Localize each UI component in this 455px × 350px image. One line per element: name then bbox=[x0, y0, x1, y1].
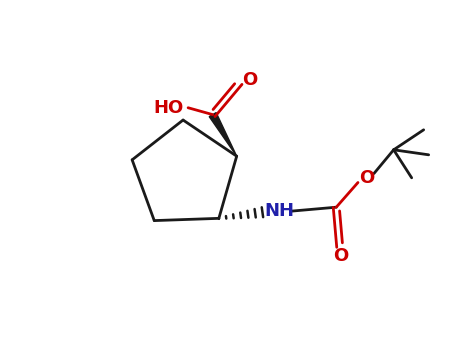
Text: O: O bbox=[242, 71, 258, 90]
Polygon shape bbox=[209, 113, 237, 156]
Text: NH: NH bbox=[264, 202, 294, 220]
Text: O: O bbox=[333, 247, 349, 265]
Text: O: O bbox=[359, 168, 374, 187]
Text: HO: HO bbox=[153, 99, 183, 117]
